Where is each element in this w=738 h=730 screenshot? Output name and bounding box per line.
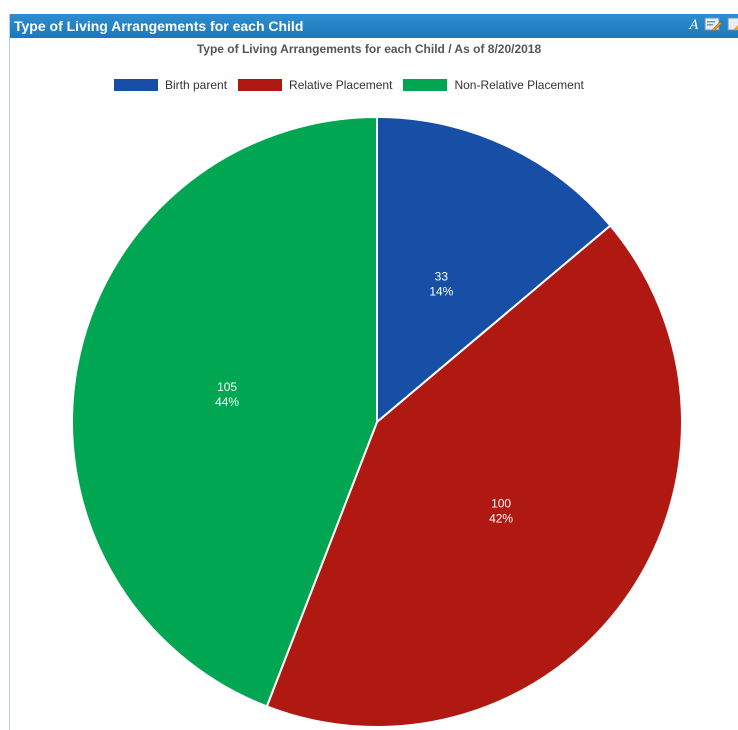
font-tool-icon[interactable]: A: [689, 18, 699, 33]
slice-value-label: 105: [217, 380, 237, 394]
slice-percent-label: 42%: [489, 512, 513, 526]
legend-item-birth-parent[interactable]: Birth parent: [114, 78, 227, 92]
legend-label: Birth parent: [165, 78, 228, 92]
legend-swatch: [114, 79, 158, 91]
pie-slice-non-relative-placement[interactable]: [71, 115, 378, 708]
legend-label: Non-Relative Placement: [454, 78, 584, 92]
slice-value-label: 33: [435, 270, 449, 284]
legend-item-non-relative-placement[interactable]: Non-Relative Placement: [403, 78, 584, 92]
header-tools: A: [690, 17, 738, 35]
pie-slice-relative-placement[interactable]: [265, 224, 683, 728]
panel-header: Type of Living Arrangements for each Chi…: [10, 14, 738, 38]
slice-percent-label: 44%: [215, 395, 239, 409]
legend-swatch: [238, 79, 283, 91]
panel-title: Type of Living Arrangements for each Chi…: [14, 18, 304, 34]
legend-item-relative-placement[interactable]: Relative Placement: [238, 78, 392, 92]
legend-swatch: [403, 79, 448, 91]
edit-chart-icon[interactable]: [704, 16, 722, 37]
legend-label: Relative Placement: [289, 78, 393, 92]
slice-value-label: 100: [491, 497, 511, 511]
chart-title: Type of Living Arrangements for each Chi…: [196, 42, 542, 56]
export-icon[interactable]: [727, 16, 738, 37]
legend: Birth parent Relative Placement Non-Rela…: [114, 77, 595, 93]
slice-percent-label: 14%: [429, 285, 453, 299]
pie-slice-birth-parent[interactable]: [376, 115, 612, 425]
